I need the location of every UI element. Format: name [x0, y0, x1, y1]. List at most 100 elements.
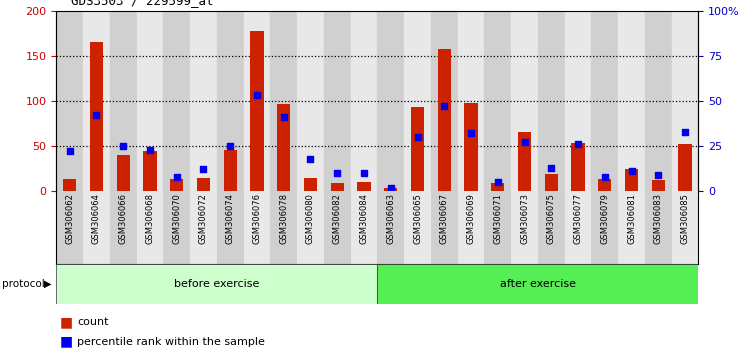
Text: GSM306085: GSM306085 [680, 193, 689, 244]
Bar [163, 191, 190, 264]
Text: GDS3503 / 229599_at: GDS3503 / 229599_at [71, 0, 214, 7]
Text: GSM306083: GSM306083 [654, 193, 663, 244]
Bar [538, 191, 565, 264]
Bar [377, 191, 404, 264]
Bar [671, 11, 698, 191]
Bar [518, 132, 531, 191]
Bar [63, 178, 77, 191]
Text: GSM306081: GSM306081 [627, 193, 636, 244]
Text: GSM306069: GSM306069 [466, 193, 475, 244]
Text: after exercise: after exercise [500, 279, 576, 289]
Bar [484, 11, 511, 191]
Point [412, 134, 424, 140]
Text: GSM306084: GSM306084 [360, 193, 369, 244]
Bar [217, 191, 243, 264]
Point [679, 129, 691, 135]
Point [170, 174, 182, 179]
Text: GSM306064: GSM306064 [92, 193, 101, 244]
Point [225, 143, 237, 149]
Point [492, 179, 504, 185]
Text: ▶: ▶ [44, 279, 51, 289]
Text: GSM306078: GSM306078 [279, 193, 288, 244]
Bar [324, 11, 351, 191]
Point [465, 131, 477, 136]
Text: GSM306076: GSM306076 [252, 193, 261, 244]
Bar [511, 11, 538, 191]
Point [304, 156, 316, 161]
Text: GSM306070: GSM306070 [172, 193, 181, 244]
Text: GSM306063: GSM306063 [386, 193, 395, 244]
Text: GSM306080: GSM306080 [306, 193, 315, 244]
Bar [217, 11, 243, 191]
Bar [538, 11, 565, 191]
Bar [484, 191, 511, 264]
Point [251, 93, 263, 98]
Point [439, 103, 451, 109]
Bar [592, 191, 618, 264]
Text: protocol: protocol [2, 279, 44, 289]
Bar [304, 178, 317, 191]
Bar [137, 11, 163, 191]
Bar [143, 152, 157, 191]
Bar [404, 191, 431, 264]
Point [358, 170, 370, 176]
Point [385, 185, 397, 190]
Bar [190, 11, 217, 191]
Bar [671, 191, 698, 264]
Bar [491, 183, 505, 191]
Point [198, 167, 210, 172]
Bar [565, 191, 592, 264]
Bar [384, 188, 397, 191]
Text: percentile rank within the sample: percentile rank within the sample [77, 337, 265, 347]
Bar [377, 264, 698, 304]
Text: GSM306072: GSM306072 [199, 193, 208, 244]
Text: GSM306077: GSM306077 [574, 193, 583, 244]
Bar [438, 50, 451, 191]
Bar [170, 179, 183, 191]
Text: GSM306066: GSM306066 [119, 193, 128, 244]
Bar [678, 144, 692, 191]
Bar [351, 11, 377, 191]
Bar [457, 11, 484, 191]
Bar [464, 103, 478, 191]
Bar [324, 191, 351, 264]
Text: ■: ■ [60, 315, 73, 329]
Bar [56, 11, 83, 191]
Bar [357, 182, 371, 191]
Text: GSM306079: GSM306079 [600, 193, 609, 244]
Text: GSM306073: GSM306073 [520, 193, 529, 244]
Point [572, 141, 584, 147]
Bar [598, 178, 611, 191]
Bar [270, 191, 297, 264]
Bar [625, 169, 638, 191]
Point [626, 169, 638, 174]
Bar [544, 174, 558, 191]
Bar [411, 107, 424, 191]
Text: before exercise: before exercise [174, 279, 260, 289]
Bar [110, 191, 137, 264]
Bar [457, 191, 484, 264]
Bar [83, 11, 110, 191]
Bar [83, 191, 110, 264]
Bar [224, 150, 237, 191]
Point [545, 165, 557, 171]
Point [64, 149, 76, 154]
Bar [56, 264, 377, 304]
Bar [190, 191, 217, 264]
Bar [110, 11, 137, 191]
Bar [377, 11, 404, 191]
Bar [618, 11, 645, 191]
Bar [565, 11, 592, 191]
Text: GSM306074: GSM306074 [226, 193, 235, 244]
Bar [645, 11, 671, 191]
Bar [137, 191, 163, 264]
Point [144, 147, 156, 153]
Bar [351, 191, 377, 264]
Bar [404, 11, 431, 191]
Bar [90, 42, 103, 191]
Bar [330, 183, 344, 191]
Bar [431, 11, 457, 191]
Point [331, 170, 343, 176]
Bar [243, 11, 270, 191]
Bar [56, 191, 83, 264]
